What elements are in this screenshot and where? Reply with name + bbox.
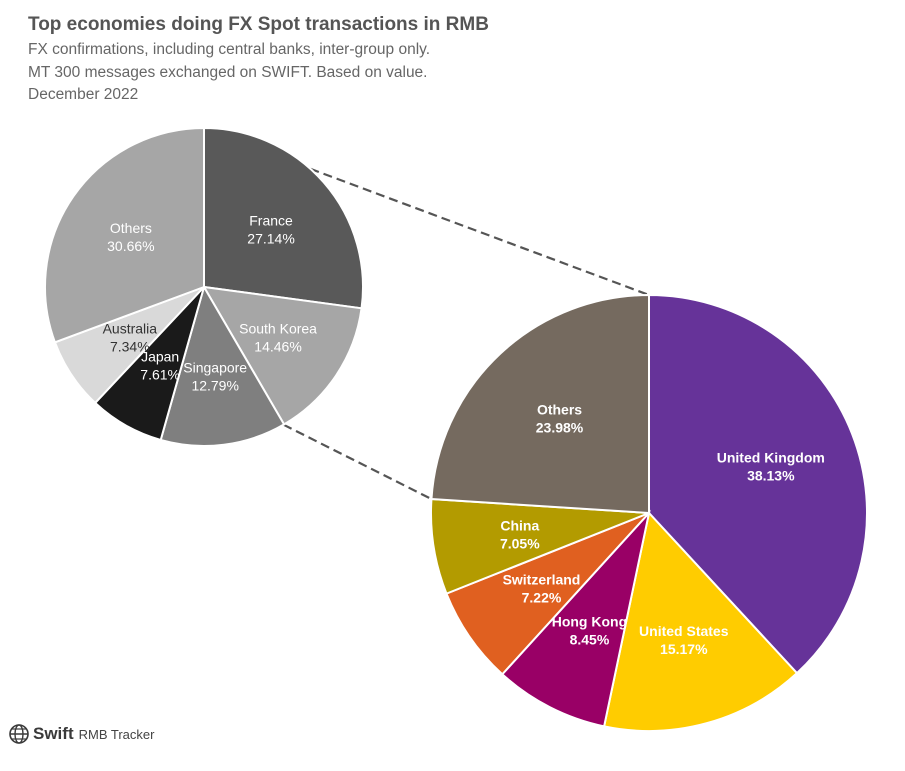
small-pie-slice-singapore [159,284,286,447]
main-pie-value-hong-kong: 8.45% [570,631,610,647]
small-pie-slice-others [44,126,205,344]
chart-subtitle-line-3: December 2022 [28,86,139,103]
main-pie-label-china: China [500,518,539,534]
chart-subtitle-line-2: MT 300 messages exchanged on SWIFT. Base… [28,64,428,81]
main-pie-slice-others [430,293,650,515]
footer-branding: Swift RMB Tracker [8,723,154,745]
chart-title: Top economies doing FX Spot transactions… [28,14,489,35]
small-pie-value-australia: 7.34% [110,338,150,354]
small-pie-label-japan: Japan [141,348,179,364]
main-pie-slice-switzerland [445,512,650,676]
main-pie-label-hong-kong: Hong Kong [552,613,627,629]
small-pie-value-france: 27.14% [247,230,294,246]
main-pie-label-others: Others [537,402,582,418]
small-pie-label-others: Others [110,220,152,236]
main-pie-value-united-states: 15.17% [660,641,708,657]
main-pie-label-switzerland: Switzerland [503,571,581,587]
small-pie-label-france: France [249,212,293,228]
main-pie-value-china: 7.05% [500,536,540,552]
small-pie-slice-france [203,126,364,310]
main-pie-slice-united-states [602,510,799,732]
small-pie-value-south-korea: 14.46% [254,338,301,354]
small-pie-label-australia: Australia [103,320,158,336]
main-pie-value-others: 23.98% [536,420,584,436]
small-pie-slice-south-korea [202,285,363,426]
small-pie-label-singapore: Singapore [183,359,247,375]
small-pie-value-japan: 7.61% [140,366,180,382]
connector-line-bottom [283,423,432,501]
main-pie-value-united-kingdom: 38.13% [747,467,795,483]
product-name: RMB Tracker [78,726,155,742]
small-pie-label-south-korea: South Korea [239,320,317,336]
chart-subtitle-line-1: FX confirmations, including central bank… [28,41,431,58]
main-pie-label-united-states: United States [639,623,729,639]
small-pie-value-singapore: 12.79% [191,377,238,393]
brand-name: Swift [33,724,74,743]
main-pie-label-united-kingdom: United Kingdom [717,449,825,465]
main-pie-slice-hong-kong [500,509,651,728]
connector-line-top [310,167,650,297]
globe-icon [9,724,29,744]
main-pie-value-switzerland: 7.22% [522,589,562,605]
small-pie-value-others: 30.66% [107,238,154,254]
main-pie-slice-united-kingdom [648,293,868,675]
